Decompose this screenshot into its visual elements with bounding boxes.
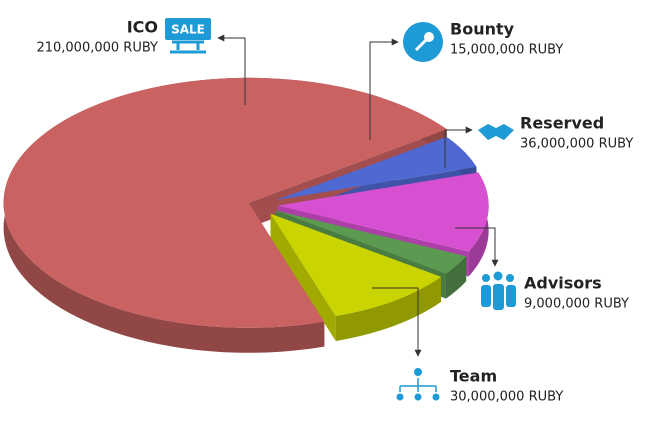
callout-line xyxy=(217,34,246,105)
value-label: 36,000,000 RUBY xyxy=(520,137,633,152)
sale-badge xyxy=(165,18,211,40)
slice xyxy=(270,213,442,316)
bounty-icon-mic-head xyxy=(424,32,434,42)
callout-line xyxy=(372,287,422,357)
category-label: Reserved xyxy=(520,114,604,133)
value-label: 9,000,000 RUBY xyxy=(524,297,629,312)
pie xyxy=(3,77,489,353)
sale-badge-text: SALE xyxy=(171,23,205,37)
category-label: Bounty xyxy=(450,20,515,39)
callout-line xyxy=(455,227,499,267)
slice xyxy=(275,210,467,274)
slice xyxy=(277,172,489,252)
reserved-icon xyxy=(478,124,514,140)
advisors-icon xyxy=(481,271,516,310)
icons: SALE xyxy=(165,18,516,401)
slice xyxy=(3,77,447,328)
callout-line xyxy=(369,38,399,140)
slice-wall xyxy=(270,213,336,341)
callout-line xyxy=(444,126,473,168)
value-label: 15,000,000 RUBY xyxy=(450,43,563,58)
callouts xyxy=(217,34,499,357)
category-label: Team xyxy=(450,367,497,386)
labels: ICO 210,000,000 RUBY Bounty 15,000,000 RUBY… xyxy=(36,18,633,405)
bounty-icon-mic xyxy=(414,38,428,52)
value-label: 210,000,000 RUBY xyxy=(36,41,158,56)
category-label: Advisors xyxy=(524,274,602,293)
slice xyxy=(276,136,477,201)
value-label: 30,000,000 RUBY xyxy=(450,390,563,405)
slice-rim xyxy=(335,276,442,341)
category-label: ICO xyxy=(127,18,158,37)
team-icon xyxy=(396,368,440,401)
slice-rim xyxy=(445,256,467,299)
sale-icon-stand xyxy=(170,40,206,54)
